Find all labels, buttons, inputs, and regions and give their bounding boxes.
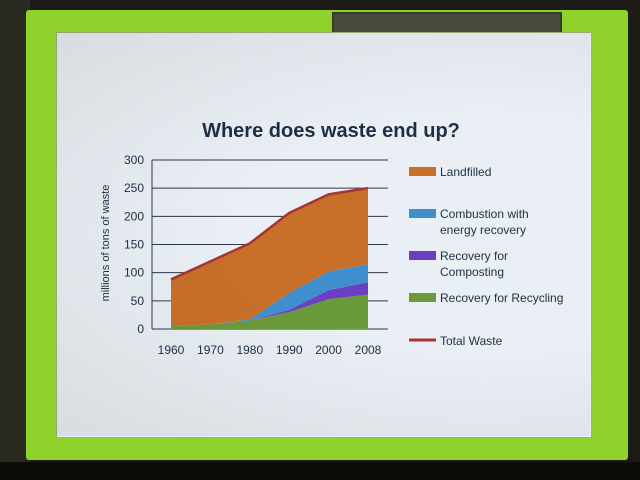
legend-swatch [409, 293, 436, 302]
room-floor-strip [0, 462, 640, 480]
y-tick-label: 150 [124, 238, 144, 252]
x-tick-label: 2008 [355, 343, 382, 357]
legend-label: Total Waste [440, 334, 503, 348]
legend-label: Composting [440, 265, 504, 279]
y-tick-label: 100 [124, 266, 144, 280]
y-tick-label: 300 [124, 153, 144, 167]
area-combustion-with-energy-recovery [171, 264, 368, 327]
total-waste-series [170, 186, 369, 281]
y-tick-label: 50 [131, 294, 145, 308]
legend-label: energy recovery [440, 223, 526, 237]
x-tick-label: 2000 [315, 343, 342, 357]
area-landfilled [171, 188, 368, 327]
area-recovery-for-composting [171, 282, 368, 327]
legend-label: Recovery for Recycling [440, 291, 563, 305]
legend-swatch [409, 209, 436, 218]
x-axis-ticks: 1960 1970 1980 1990 2000 2008 [158, 343, 382, 357]
y-tick-label: 250 [124, 181, 144, 195]
total-waste-line [170, 186, 369, 281]
legend-swatch [409, 167, 436, 176]
chart-title: Where does waste end up? [202, 120, 460, 142]
x-tick-label: 1960 [158, 343, 185, 357]
room-background-left [0, 0, 30, 480]
chart-areas [171, 188, 368, 329]
legend-label: Recovery for [440, 249, 508, 263]
legend-swatch [409, 251, 436, 260]
legend-label: Combustion with [440, 207, 529, 221]
y-axis-label: millions of tons of waste [100, 185, 112, 302]
x-tick-label: 1970 [197, 343, 224, 357]
chart-legend: Landfilled Combustion with energy recovery… [409, 165, 563, 348]
area-recovery-for-recycling [171, 294, 368, 329]
y-tick-label: 200 [124, 209, 144, 223]
y-axis-ticks: 0 50 100 150 200 250 300 [124, 153, 144, 336]
legend-label: Landfilled [440, 165, 491, 179]
y-tick-label: 0 [137, 322, 144, 336]
x-tick-label: 1980 [236, 343, 263, 357]
x-tick-label: 1990 [276, 343, 303, 357]
